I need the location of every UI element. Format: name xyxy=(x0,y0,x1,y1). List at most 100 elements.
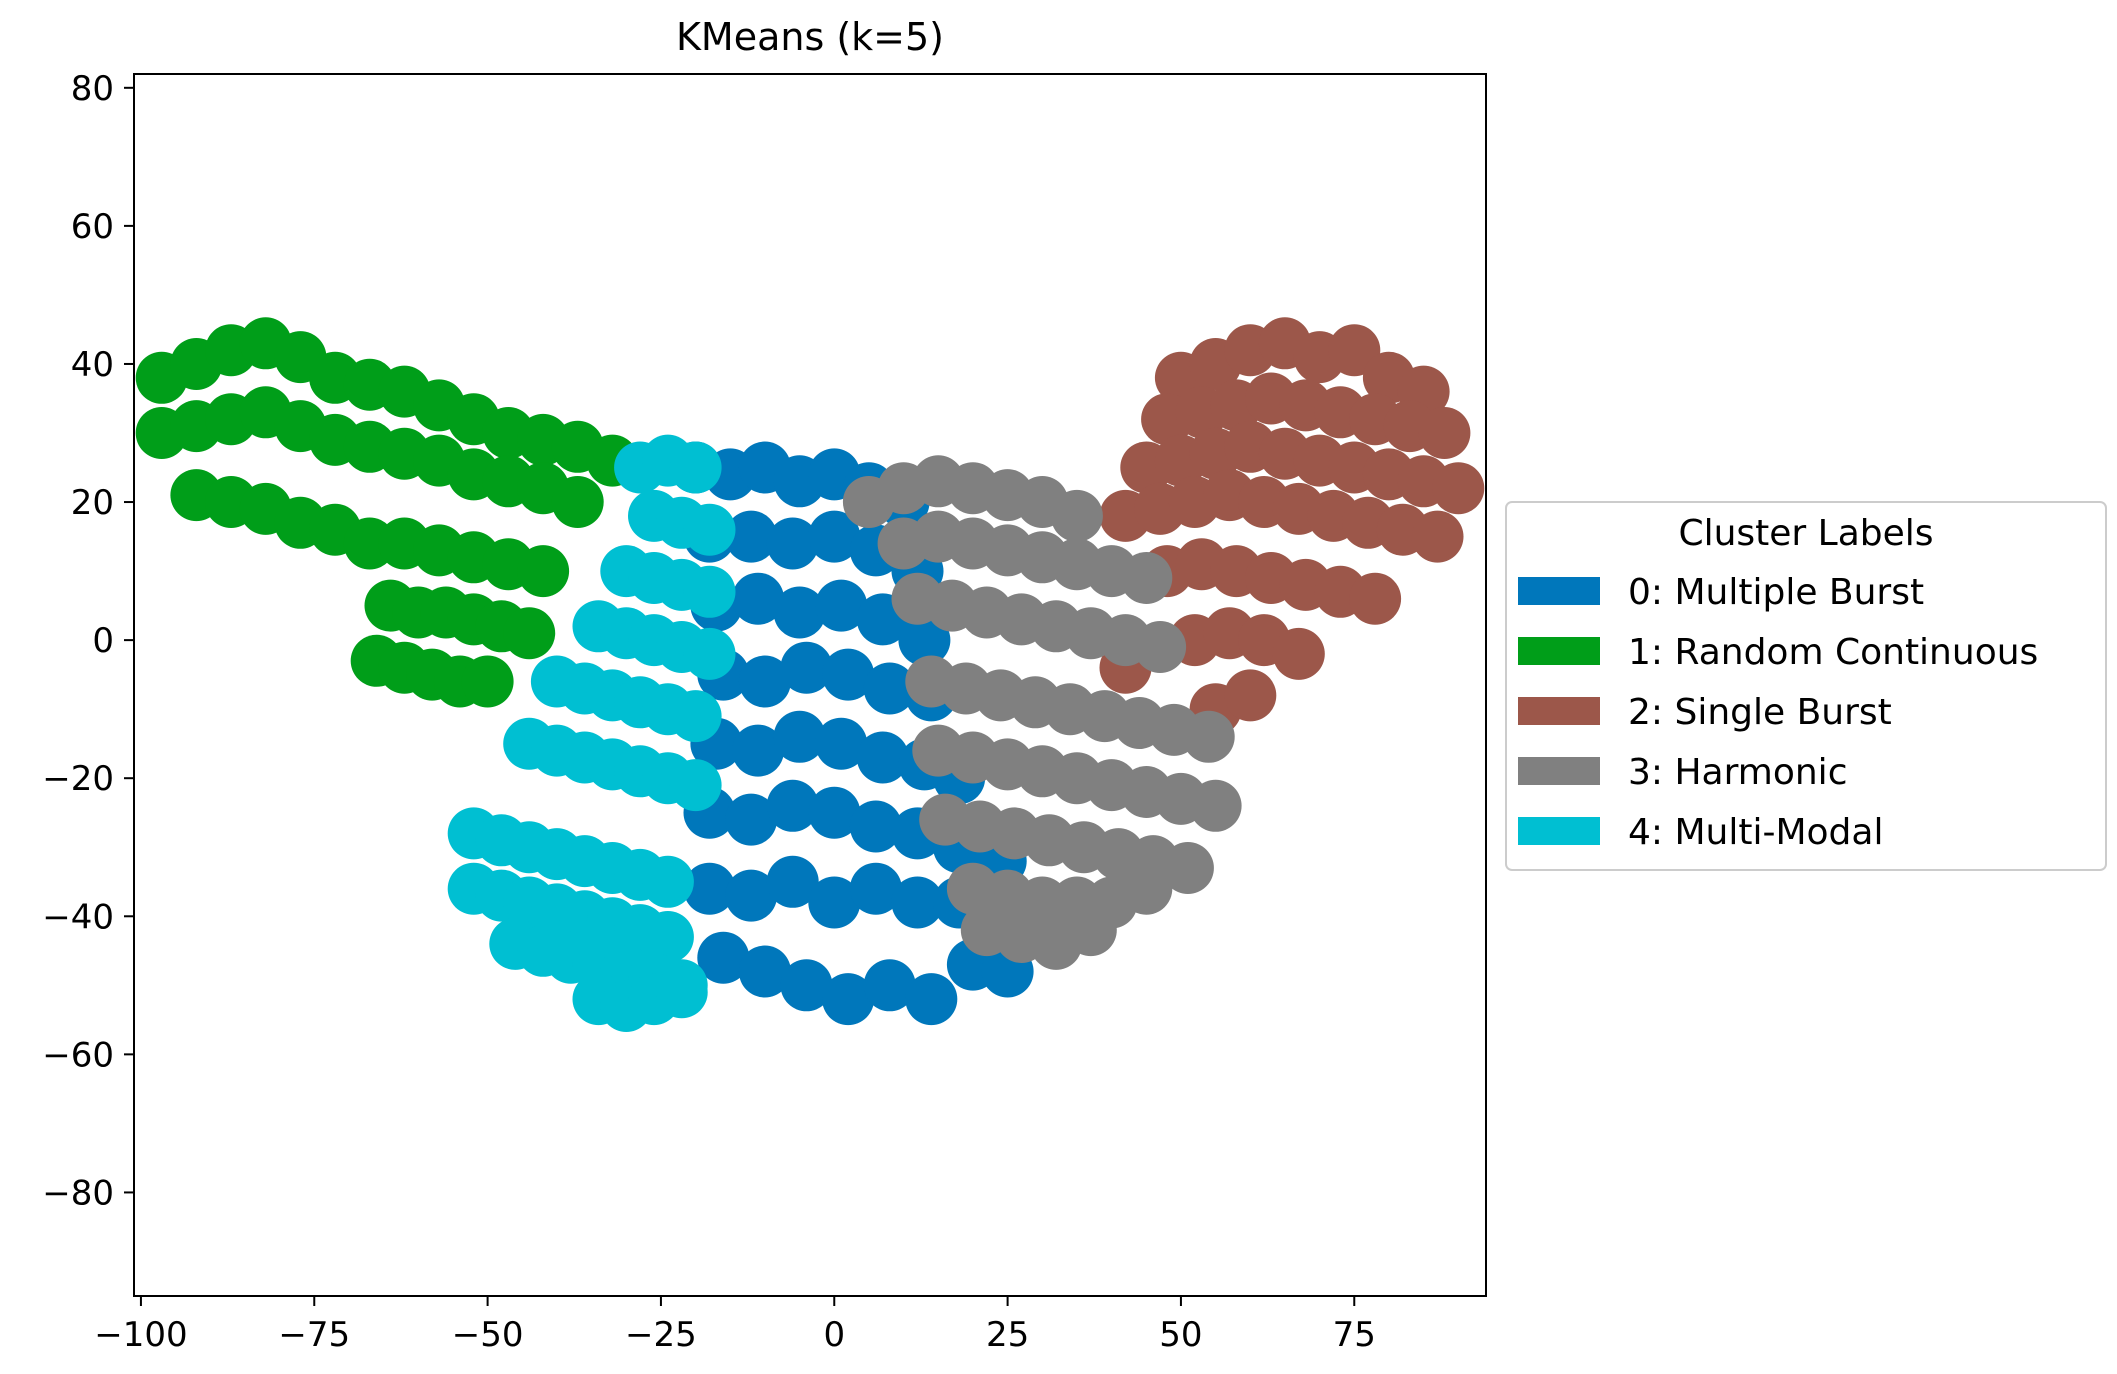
data-point xyxy=(725,869,778,922)
y-tick-label: 40 xyxy=(71,345,114,385)
y-tick-label: −20 xyxy=(42,759,114,799)
data-point xyxy=(683,627,736,680)
data-point xyxy=(1050,489,1103,542)
y-tick-label: 20 xyxy=(71,483,114,523)
data-point xyxy=(773,710,826,763)
data-point xyxy=(683,565,736,618)
data-point xyxy=(808,510,861,563)
y-tick-label: −40 xyxy=(42,897,114,937)
x-axis: −100 −75 −50 −25 0 25 50 75 xyxy=(94,1296,1376,1355)
y-tick-label: 80 xyxy=(71,69,114,109)
y-axis: 80 60 40 20 0 −20 −40 −60 −80 xyxy=(42,69,134,1213)
data-point xyxy=(780,641,833,694)
x-tick-label: −25 xyxy=(625,1315,697,1355)
data-point xyxy=(891,876,944,929)
data-point xyxy=(808,786,861,839)
data-point xyxy=(461,655,514,708)
data-point xyxy=(780,959,833,1012)
data-point xyxy=(669,759,722,812)
x-tick-label: 50 xyxy=(1159,1315,1202,1355)
legend-label: 1: Random Continuous xyxy=(1628,632,2038,673)
series-4 xyxy=(447,434,736,1032)
data-point xyxy=(1064,904,1117,957)
data-point xyxy=(849,800,902,853)
data-point xyxy=(503,607,556,660)
data-point xyxy=(1182,710,1235,763)
data-point xyxy=(1189,779,1242,832)
data-point xyxy=(1411,510,1464,563)
data-point xyxy=(655,966,708,1019)
legend-swatch xyxy=(1518,637,1600,665)
data-point xyxy=(551,476,604,528)
y-tick-label: 60 xyxy=(71,207,114,247)
data-point xyxy=(725,793,778,846)
data-point xyxy=(898,614,951,667)
data-point xyxy=(905,973,958,1026)
data-point xyxy=(669,441,722,494)
data-point xyxy=(808,876,861,929)
data-point xyxy=(1134,621,1187,673)
data-point xyxy=(517,545,570,598)
data-point xyxy=(1224,669,1277,722)
data-point xyxy=(1272,627,1325,680)
y-tick-label: −80 xyxy=(42,1173,114,1213)
data-point xyxy=(773,586,826,639)
data-point xyxy=(766,855,819,908)
data-point xyxy=(1432,462,1485,515)
data-point xyxy=(856,731,909,784)
x-tick-label: −100 xyxy=(94,1315,187,1355)
data-point xyxy=(725,510,778,563)
data-point xyxy=(815,579,868,632)
data-point xyxy=(641,911,694,963)
data-point xyxy=(863,662,916,715)
data-point xyxy=(1120,552,1173,604)
x-tick-label: −75 xyxy=(278,1315,350,1355)
legend-entries: 0: Multiple Burst 1: Random Continuous 2: … xyxy=(1518,572,2038,853)
data-point xyxy=(815,717,868,770)
data-point xyxy=(849,862,902,915)
series-3 xyxy=(842,455,1242,970)
chart-title: KMeans (k=5) xyxy=(676,15,944,59)
y-tick-label: −60 xyxy=(42,1035,114,1075)
legend-swatch xyxy=(1518,757,1600,785)
points-layer xyxy=(135,317,1485,1032)
data-point xyxy=(1349,572,1402,625)
data-point xyxy=(669,690,722,743)
x-tick-label: 0 xyxy=(823,1315,845,1355)
legend-swatch xyxy=(1518,577,1600,605)
x-tick-label: −50 xyxy=(452,1315,524,1355)
data-point xyxy=(822,648,875,701)
data-point xyxy=(766,517,819,570)
series-2 xyxy=(1099,317,1485,736)
x-tick-label: 75 xyxy=(1333,1315,1376,1355)
legend-swatch xyxy=(1518,697,1600,725)
legend-label: 2: Single Burst xyxy=(1628,692,1892,733)
data-point xyxy=(822,973,875,1026)
legend-label: 0: Multiple Burst xyxy=(1628,572,1924,613)
legend-label: 4: Multi-Modal xyxy=(1628,812,1883,853)
data-point xyxy=(732,724,784,777)
y-tick-label: 0 xyxy=(92,621,114,661)
data-point xyxy=(738,655,791,708)
legend-label: 3: Harmonic xyxy=(1628,752,1847,793)
legend-box xyxy=(1505,501,2107,871)
legend-swatch xyxy=(1518,817,1600,845)
data-point xyxy=(1161,842,1214,894)
data-point xyxy=(641,855,694,908)
data-point xyxy=(732,572,784,625)
data-point xyxy=(766,779,819,832)
plot-frame xyxy=(133,73,1487,1297)
data-point xyxy=(863,959,916,1012)
data-point xyxy=(1418,407,1471,459)
data-point xyxy=(1328,324,1381,377)
data-point xyxy=(683,503,736,556)
data-point xyxy=(683,862,736,915)
legend: Cluster Labels 0: Multiple Burst 1: Rando… xyxy=(1505,501,2107,871)
legend-title: Cluster Labels xyxy=(1678,513,1933,554)
data-point xyxy=(697,931,750,984)
data-point xyxy=(738,945,791,998)
data-point xyxy=(1120,862,1173,915)
x-tick-label: 25 xyxy=(986,1315,1029,1355)
